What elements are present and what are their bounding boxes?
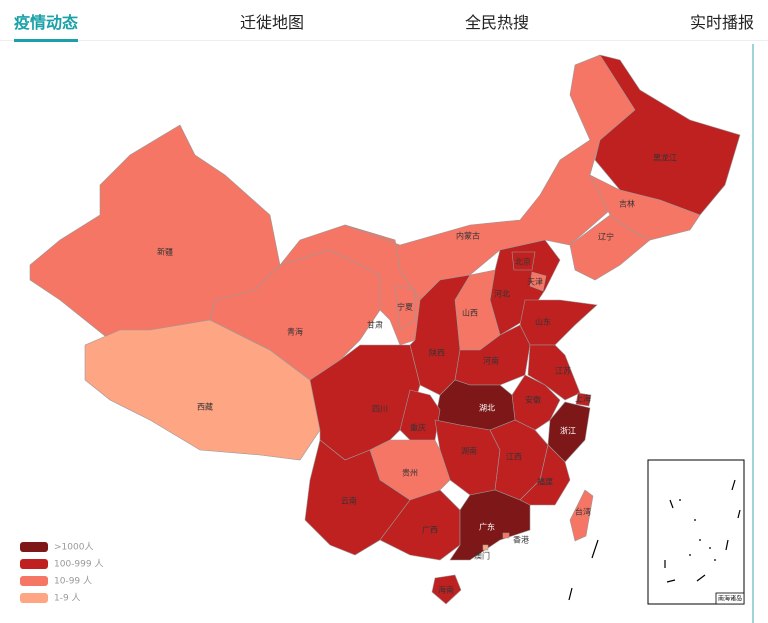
region <box>519 299 598 346</box>
tab-bar: 疫情动态 迁徙地图 全民热搜 实时播报 <box>0 0 768 42</box>
region-label: 重庆 <box>410 423 426 433</box>
region <box>431 574 462 605</box>
region-label: 广东 <box>479 522 495 532</box>
region-label: 澳门 <box>474 551 490 561</box>
region-label: 贵州 <box>402 468 418 478</box>
region-label: 北京 <box>515 257 531 267</box>
region-label: 辽宁 <box>598 232 614 242</box>
region-label: 山西 <box>462 308 478 318</box>
region-label: 西藏 <box>197 402 213 412</box>
region-label: 四川 <box>372 405 388 414</box>
region <box>84 319 321 461</box>
region-label: 内蒙古 <box>456 231 480 241</box>
region-label: 山东 <box>535 317 551 327</box>
region <box>529 271 547 292</box>
tab[interactable]: 实时播报 <box>690 13 755 32</box>
region-label: 上海 <box>575 394 591 404</box>
region-label: 湖北 <box>479 404 495 413</box>
region-label: 陕西 <box>429 348 445 358</box>
tab[interactable]: 全民热搜 <box>465 13 530 32</box>
region-label: 黑龙江 <box>653 153 677 163</box>
region-label: 浙江 <box>560 426 576 436</box>
legend-label: 10-99 人 <box>54 576 92 587</box>
region <box>449 489 531 561</box>
legend-swatch <box>20 542 48 552</box>
region <box>519 444 571 506</box>
region-label: 天津 <box>527 277 543 287</box>
region-label: 青海 <box>287 327 303 337</box>
inset-islands <box>679 499 716 561</box>
region-label: 安徽 <box>525 395 541 405</box>
inset-label-box <box>715 592 745 605</box>
region <box>482 544 489 551</box>
region-label: 甘肃 <box>367 320 383 330</box>
region <box>527 344 581 401</box>
inset-box <box>647 459 745 605</box>
legend-label: 1-9 人 <box>54 593 81 604</box>
legend-label: >1000人 <box>54 542 93 553</box>
region <box>575 392 592 407</box>
region-label: 江苏 <box>555 366 571 376</box>
region-label: 台湾 <box>575 507 591 517</box>
region <box>502 532 510 539</box>
region-label: 河南 <box>483 356 499 366</box>
tab[interactable]: 迁徙地图 <box>240 13 305 32</box>
region-label: 江西 <box>506 453 522 462</box>
region-label: 吉林 <box>619 199 635 209</box>
region-label: 香港 <box>513 535 529 545</box>
region-label: 宁夏 <box>397 302 413 312</box>
region <box>209 249 381 381</box>
legend-swatch <box>20 559 48 569</box>
legend-swatch <box>20 593 48 603</box>
inset-label: 南海诸岛 <box>718 595 742 603</box>
tab[interactable]: 疫情动态 <box>14 9 79 42</box>
region <box>569 214 651 281</box>
region-label: 广西 <box>422 525 438 535</box>
region <box>394 284 416 331</box>
region <box>569 489 594 542</box>
divider <box>752 44 754 623</box>
region-label: 福建 <box>537 477 553 487</box>
legend-label: 100-999 人 <box>54 559 103 570</box>
region-label: 云南 <box>341 496 357 506</box>
legend-swatch <box>20 576 48 586</box>
region <box>511 251 536 271</box>
region-label: 湖南 <box>461 446 477 456</box>
region-label: 新疆 <box>157 247 173 257</box>
region-label: 河北 <box>494 289 510 299</box>
region-label: 海南 <box>438 585 454 595</box>
inset-lines <box>568 479 741 601</box>
